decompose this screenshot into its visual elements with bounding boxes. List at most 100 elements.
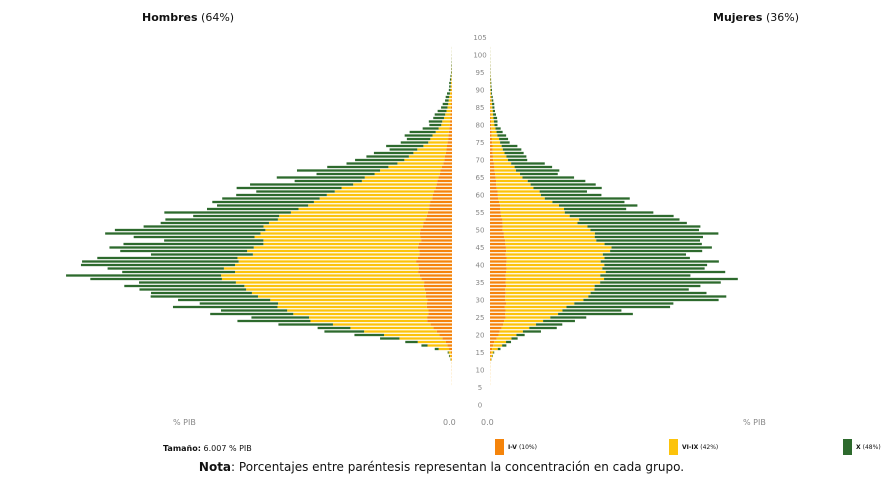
bar-hombres-i-v xyxy=(427,211,452,214)
bar-mujeres-x xyxy=(529,326,557,330)
bar-hombres-x xyxy=(445,95,450,99)
age-tick-label: 25 xyxy=(476,314,485,322)
bar-mujeres-vi-ix xyxy=(492,151,505,155)
bar-hombres-i-v xyxy=(448,130,452,134)
bar-hombres-x xyxy=(139,281,236,284)
bar-hombres-x xyxy=(447,92,450,95)
bar-hombres-x xyxy=(404,134,433,137)
bar-mujeres-x xyxy=(604,256,690,260)
bar-mujeres-i-v xyxy=(490,291,506,295)
bar-mujeres-vi-ix xyxy=(505,281,601,284)
bar-hombres-i-v xyxy=(444,158,452,162)
bar-mujeres-i-v xyxy=(490,319,505,323)
bar-mujeres-x xyxy=(594,235,703,239)
bar-mujeres-i-v xyxy=(490,316,506,319)
bar-hombres-vi-ix xyxy=(268,221,424,225)
bar-mujeres-vi-ix xyxy=(505,295,589,298)
bar-mujeres-x xyxy=(605,270,726,274)
bar-mujeres-x xyxy=(594,288,689,291)
bar-hombres-x xyxy=(107,267,224,270)
bar-hombres-x xyxy=(447,351,449,354)
bar-mujeres-vi-ix xyxy=(493,158,509,162)
bar-mujeres-x xyxy=(600,274,691,277)
bar-mujeres-x xyxy=(495,127,501,130)
bar-mujeres-x xyxy=(527,179,586,183)
bar-mujeres-vi-ix xyxy=(505,239,597,242)
bar-hombres-x xyxy=(109,246,254,249)
legend-label: I-V xyxy=(508,443,517,451)
bar-hombres-i-v xyxy=(420,235,452,239)
bar-mujeres-vi-ix xyxy=(490,95,492,99)
bar-hombres-i-v xyxy=(441,165,452,169)
bar-mujeres-vi-ix xyxy=(506,260,601,263)
bar-mujeres-vi-ix xyxy=(498,333,517,337)
bar-hombres-i-v xyxy=(446,144,452,148)
bar-mujeres-vi-ix xyxy=(501,214,570,218)
bar-mujeres-vi-ix xyxy=(505,242,605,246)
bar-mujeres-vi-ix xyxy=(495,176,523,179)
bar-mujeres-i-v xyxy=(490,204,501,207)
bar-hombres-x xyxy=(133,235,255,239)
bar-mujeres-x xyxy=(596,239,701,242)
bar-hombres-x xyxy=(405,340,418,344)
bar-hombres-x xyxy=(448,88,451,92)
bar-hombres-i-v xyxy=(418,267,452,270)
bar-mujeres-i-v xyxy=(490,305,505,309)
bar-hombres-i-v xyxy=(427,316,452,319)
bar-hombres-x xyxy=(250,183,354,186)
bar-mujeres-x xyxy=(504,151,524,155)
bar-mujeres-x xyxy=(559,204,638,207)
bar-hombres-x xyxy=(346,162,398,165)
bar-mujeres-x xyxy=(530,183,596,186)
bar-mujeres-vi-ix xyxy=(493,344,503,347)
bar-mujeres-x xyxy=(583,298,719,302)
bar-mujeres-x xyxy=(501,144,518,148)
bar-mujeres-vi-ix xyxy=(492,144,502,148)
bar-hombres-vi-ix xyxy=(332,323,431,326)
bar-mujeres-i-v xyxy=(490,249,507,253)
bar-hombres-x xyxy=(172,305,278,309)
bar-hombres-vi-ix xyxy=(265,228,421,232)
bar-hombres-i-v xyxy=(426,214,452,218)
bar-hombres-i-v xyxy=(426,305,452,309)
bar-mujeres-vi-ix xyxy=(505,291,591,295)
bar-mujeres-x xyxy=(536,323,563,326)
bar-hombres-i-v xyxy=(449,127,452,130)
bar-hombres-i-v xyxy=(419,253,452,256)
bar-hombres-i-v xyxy=(425,218,452,221)
bar-hombres-x xyxy=(150,295,258,298)
bar-hombres-i-v xyxy=(442,337,452,340)
bar-hombres-vi-ix xyxy=(277,218,426,221)
bar-hombres-i-v xyxy=(424,281,452,284)
bar-hombres-i-v xyxy=(448,137,452,141)
age-tick-label: 40 xyxy=(476,262,485,270)
bar-hombres-vi-ix xyxy=(388,165,442,169)
bar-mujeres-i-v xyxy=(490,183,497,186)
bar-hombres-vi-ix xyxy=(450,358,452,361)
bar-mujeres-vi-ix xyxy=(491,127,496,130)
bar-hombres-i-v xyxy=(418,263,452,267)
bar-mujeres-i-v xyxy=(490,186,497,190)
bar-mujeres-vi-ix xyxy=(506,302,575,305)
bar-mujeres-i-v xyxy=(490,253,506,256)
bar-mujeres-x xyxy=(600,281,721,284)
legend-item-i-v: I-V (10%) xyxy=(495,439,537,455)
bar-hombres-vi-ix xyxy=(278,302,427,305)
bar-hombres-vi-ix xyxy=(260,232,420,235)
bar-mujeres-vi-ix xyxy=(506,249,611,253)
bar-mujeres-vi-ix xyxy=(500,207,565,211)
bar-hombres-x xyxy=(409,130,436,134)
bar-hombres-vi-ix xyxy=(364,176,439,179)
bar-hombres-x xyxy=(450,74,452,78)
bar-mujeres-x xyxy=(493,351,495,354)
bar-hombres-i-v xyxy=(451,102,452,106)
bar-hombres-x xyxy=(355,158,405,162)
bar-mujeres-x xyxy=(491,99,494,102)
bar-mujeres-i-v xyxy=(490,207,501,211)
bar-hombres-i-v xyxy=(450,113,452,116)
bar-hombres-x xyxy=(400,141,429,144)
bar-hombres-vi-ix xyxy=(404,158,445,162)
bar-hombres-vi-ix xyxy=(287,309,429,312)
bar-mujeres-vi-ix xyxy=(497,193,541,197)
